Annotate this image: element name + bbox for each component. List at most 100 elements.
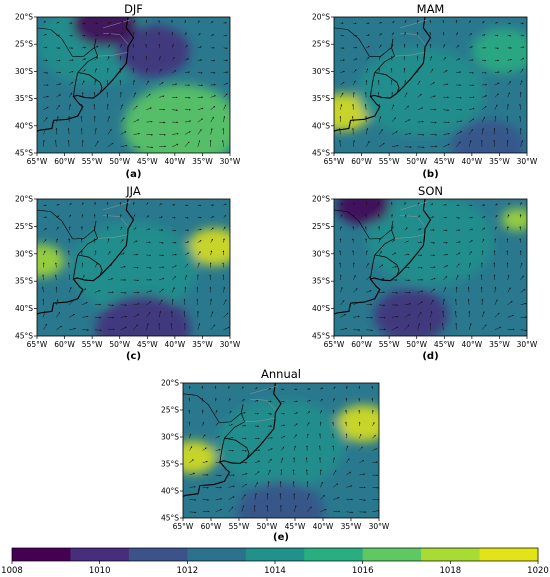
wind-arrow <box>215 422 219 427</box>
lat-tick-label: 20°S <box>161 379 179 388</box>
wind-arrow <box>339 250 341 256</box>
wind-arrow <box>184 131 191 135</box>
wind-arrow <box>189 459 194 463</box>
wind-arrow <box>293 434 297 439</box>
wind-arrow <box>133 132 140 135</box>
pressure-cell <box>336 404 379 443</box>
wind-arrow <box>254 387 258 390</box>
wind-arrow <box>430 203 434 206</box>
wind-arrow <box>146 80 149 86</box>
wind-arrow <box>215 498 223 500</box>
wind-arrow <box>359 499 366 501</box>
colorbar-tick-label: 1014 <box>264 566 286 576</box>
wind-arrow <box>197 323 201 330</box>
wind-arrow <box>223 71 229 74</box>
wind-arrow <box>443 56 447 61</box>
wind-arrow <box>520 57 525 61</box>
colorbar-tick-label: 1020 <box>527 566 549 576</box>
boundary-line <box>334 17 432 132</box>
wind-arrow <box>80 238 83 243</box>
wind-arrow <box>456 141 461 147</box>
wind-arrow <box>346 511 354 514</box>
lat-tick-label: 40°S <box>312 304 330 313</box>
wind-arrow <box>146 301 152 306</box>
wind-arrow <box>184 96 191 99</box>
wind-arrow <box>68 92 73 98</box>
wind-arrow <box>494 238 497 243</box>
wind-arrow <box>293 445 296 451</box>
boundary-line <box>183 383 282 497</box>
lat-tick-label: 35°S <box>15 277 33 286</box>
wind-arrow <box>223 82 229 86</box>
wind-arrow <box>94 68 97 73</box>
wind-arrow <box>378 44 382 49</box>
wind-arrow <box>443 44 445 48</box>
wind-arrow <box>267 436 273 439</box>
wind-arrow <box>210 311 214 318</box>
pressure-cell <box>374 289 449 336</box>
lat-tick-label: 20°S <box>15 13 33 22</box>
wind-arrow <box>215 474 222 477</box>
pressure-cell <box>123 84 230 153</box>
wind-arrow <box>228 462 235 465</box>
wind-arrow <box>55 274 57 280</box>
wind-arrow <box>404 79 407 86</box>
lon-tick-label: 40°W <box>164 340 185 349</box>
wind-arrow <box>215 409 218 414</box>
wind-arrow <box>333 483 339 488</box>
land-outline <box>183 383 282 497</box>
wind-arrow <box>443 253 449 256</box>
wind-arrow <box>197 129 202 135</box>
wind-arrow <box>366 34 370 37</box>
wind-arrow <box>318 445 321 451</box>
wind-arrow <box>404 314 411 318</box>
wind-arrow <box>340 313 347 318</box>
wind-arrow <box>378 116 382 123</box>
wind-arrow <box>430 288 436 293</box>
wind-arrow <box>241 386 244 390</box>
wind-arrow <box>468 129 473 135</box>
wind-arrow <box>184 32 187 36</box>
colorbar-tick-label: 1010 <box>89 566 111 576</box>
wind-arrow <box>202 510 210 513</box>
wind-vectors <box>188 385 379 514</box>
wind-arrow <box>340 327 348 331</box>
wind-arrow <box>146 120 153 123</box>
wind-arrow <box>172 204 176 206</box>
wind-arrow <box>520 302 527 306</box>
wind-arrow <box>319 481 323 488</box>
wind-arrow <box>172 109 178 112</box>
wind-arrow <box>54 139 57 147</box>
wind-vectors <box>339 201 527 332</box>
wind-arrow <box>267 387 272 390</box>
wind-arrow <box>520 329 527 332</box>
wind-arrow <box>494 203 498 206</box>
wind-arrow <box>56 298 59 305</box>
wind-arrow <box>306 481 309 488</box>
wind-arrow <box>241 399 245 402</box>
wind-arrow <box>69 327 76 331</box>
wind-arrow <box>228 436 234 439</box>
wind-arrow <box>81 139 84 147</box>
wind-arrow <box>107 21 111 24</box>
wind-arrow <box>353 288 358 293</box>
wind-arrow <box>468 323 472 330</box>
wind-arrow <box>520 289 526 293</box>
wind-arrow <box>443 132 450 135</box>
boundary-line <box>374 72 400 94</box>
wind-arrow <box>43 33 47 36</box>
boundary-line <box>394 234 425 239</box>
boundary-line <box>394 52 425 57</box>
boundary-line <box>72 72 79 97</box>
wind-arrow <box>494 215 498 218</box>
wind-arrow <box>377 79 380 86</box>
lat-tick-label: 45°S <box>15 149 33 158</box>
wind-arrow <box>507 58 512 61</box>
wind-arrow <box>94 250 97 256</box>
wind-arrow <box>443 143 450 148</box>
wind-arrow <box>210 227 214 231</box>
panel-letter: (d) <box>422 351 438 362</box>
wind-arrow <box>133 324 138 330</box>
wind-arrow <box>43 117 48 123</box>
wind-arrow <box>171 276 177 281</box>
